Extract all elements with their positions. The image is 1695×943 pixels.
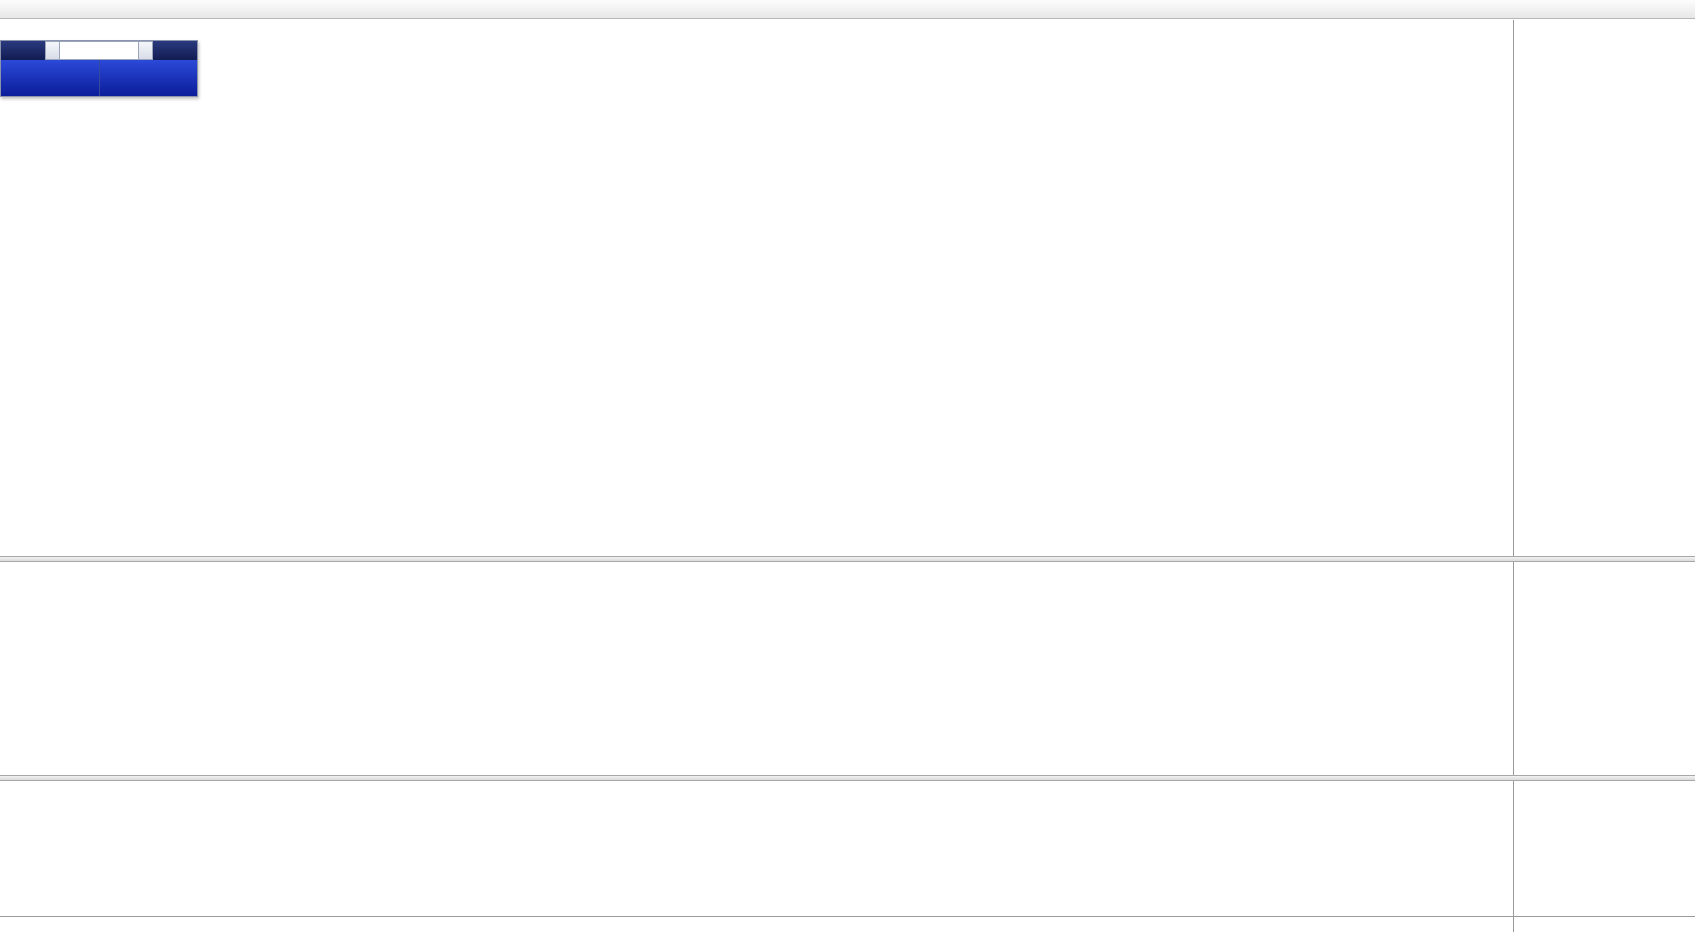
trade-panel-controls [1, 41, 197, 60]
price-axis-border [1513, 20, 1514, 932]
one-click-trading-panel [0, 40, 198, 97]
macd-header [4, 563, 14, 574]
volume-input[interactable] [60, 41, 138, 60]
buy-button[interactable] [153, 41, 197, 60]
time-axis-border [0, 916, 1695, 917]
sell-button[interactable] [1, 41, 45, 60]
main-toolbar [0, 0, 1695, 19]
buy-price-display[interactable] [99, 60, 197, 96]
volume-increase-button[interactable] [138, 41, 153, 60]
price-chart[interactable] [0, 0, 1513, 943]
trade-panel-prices [1, 60, 197, 96]
volume-decrease-button[interactable] [45, 41, 60, 60]
rsi-header [4, 782, 9, 793]
chart-ohlc-header [6, 23, 12, 34]
macd-panel-separator[interactable] [0, 556, 1695, 562]
rsi-panel-separator[interactable] [0, 775, 1695, 781]
sell-price-display[interactable] [1, 60, 99, 96]
